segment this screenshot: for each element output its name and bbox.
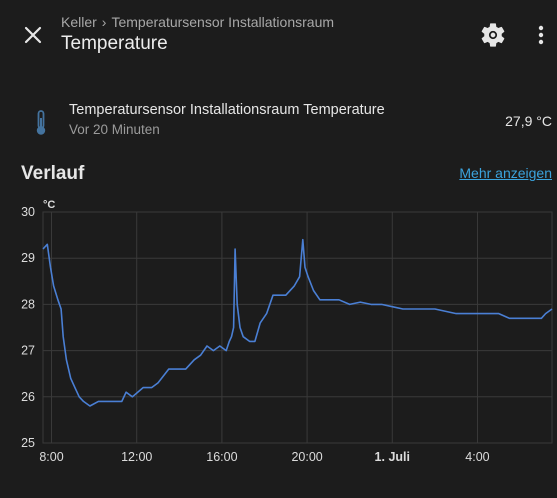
entity-row[interactable]: Temperatursensor Installationsraum Tempe… (0, 92, 557, 148)
show-more-link[interactable]: Mehr anzeigen (459, 165, 552, 181)
x-tick-label: 20:00 (291, 450, 322, 464)
more-options-button[interactable] (530, 21, 552, 49)
y-tick-label: 29 (21, 251, 35, 265)
thermometer-icon (36, 110, 46, 135)
x-tick-label: 16:00 (206, 450, 237, 464)
breadcrumb-separator: › (101, 14, 107, 30)
x-tick-label: 12:00 (121, 450, 152, 464)
breadcrumb-parent[interactable]: Keller (61, 14, 97, 30)
history-chart[interactable]: 30 29 28 27 26 25 8:00 12:00 16:00 20:00 1. Juli 4… (0, 195, 557, 475)
close-icon (24, 26, 42, 44)
y-tick-label: 28 (21, 297, 35, 311)
x-tick-label: 4:00 (465, 450, 489, 464)
breadcrumb-current[interactable]: Temperatursensor Installationsraum (111, 14, 335, 30)
x-tick-label: 1. Juli (375, 450, 410, 464)
dialog-header: Keller › Temperatursensor Installationsrau… (0, 0, 557, 70)
chart-grid (42, 211, 553, 444)
x-axis: 8:00 12:00 16:00 20:00 1. Juli 4:00 (39, 450, 489, 464)
y-tick-label: 25 (21, 436, 35, 450)
y-tick-label: 26 (21, 390, 35, 404)
y-axis-unit: °C (43, 199, 55, 211)
history-title: Verlauf (21, 163, 85, 184)
y-tick-label: 30 (21, 205, 35, 219)
page-title: Temperature (61, 33, 168, 54)
breadcrumb: Keller › Temperatursensor Installationsrau… (61, 14, 334, 30)
settings-button[interactable] (479, 21, 507, 49)
gear-icon (481, 23, 505, 47)
entity-state: 27,9 °C (505, 113, 552, 129)
more-vertical-icon (538, 25, 544, 45)
x-tick-label: 8:00 (39, 450, 63, 464)
y-tick-label: 27 (21, 344, 35, 358)
chart-frame (42, 211, 553, 444)
temperature-series-line[interactable] (42, 238, 553, 407)
entity-last-changed: Vor 20 Minuten (69, 122, 160, 137)
close-button[interactable] (18, 20, 48, 50)
y-axis: 30 29 28 27 26 25 (21, 205, 35, 450)
entity-name: Temperatursensor Installationsraum Tempe… (69, 102, 385, 118)
